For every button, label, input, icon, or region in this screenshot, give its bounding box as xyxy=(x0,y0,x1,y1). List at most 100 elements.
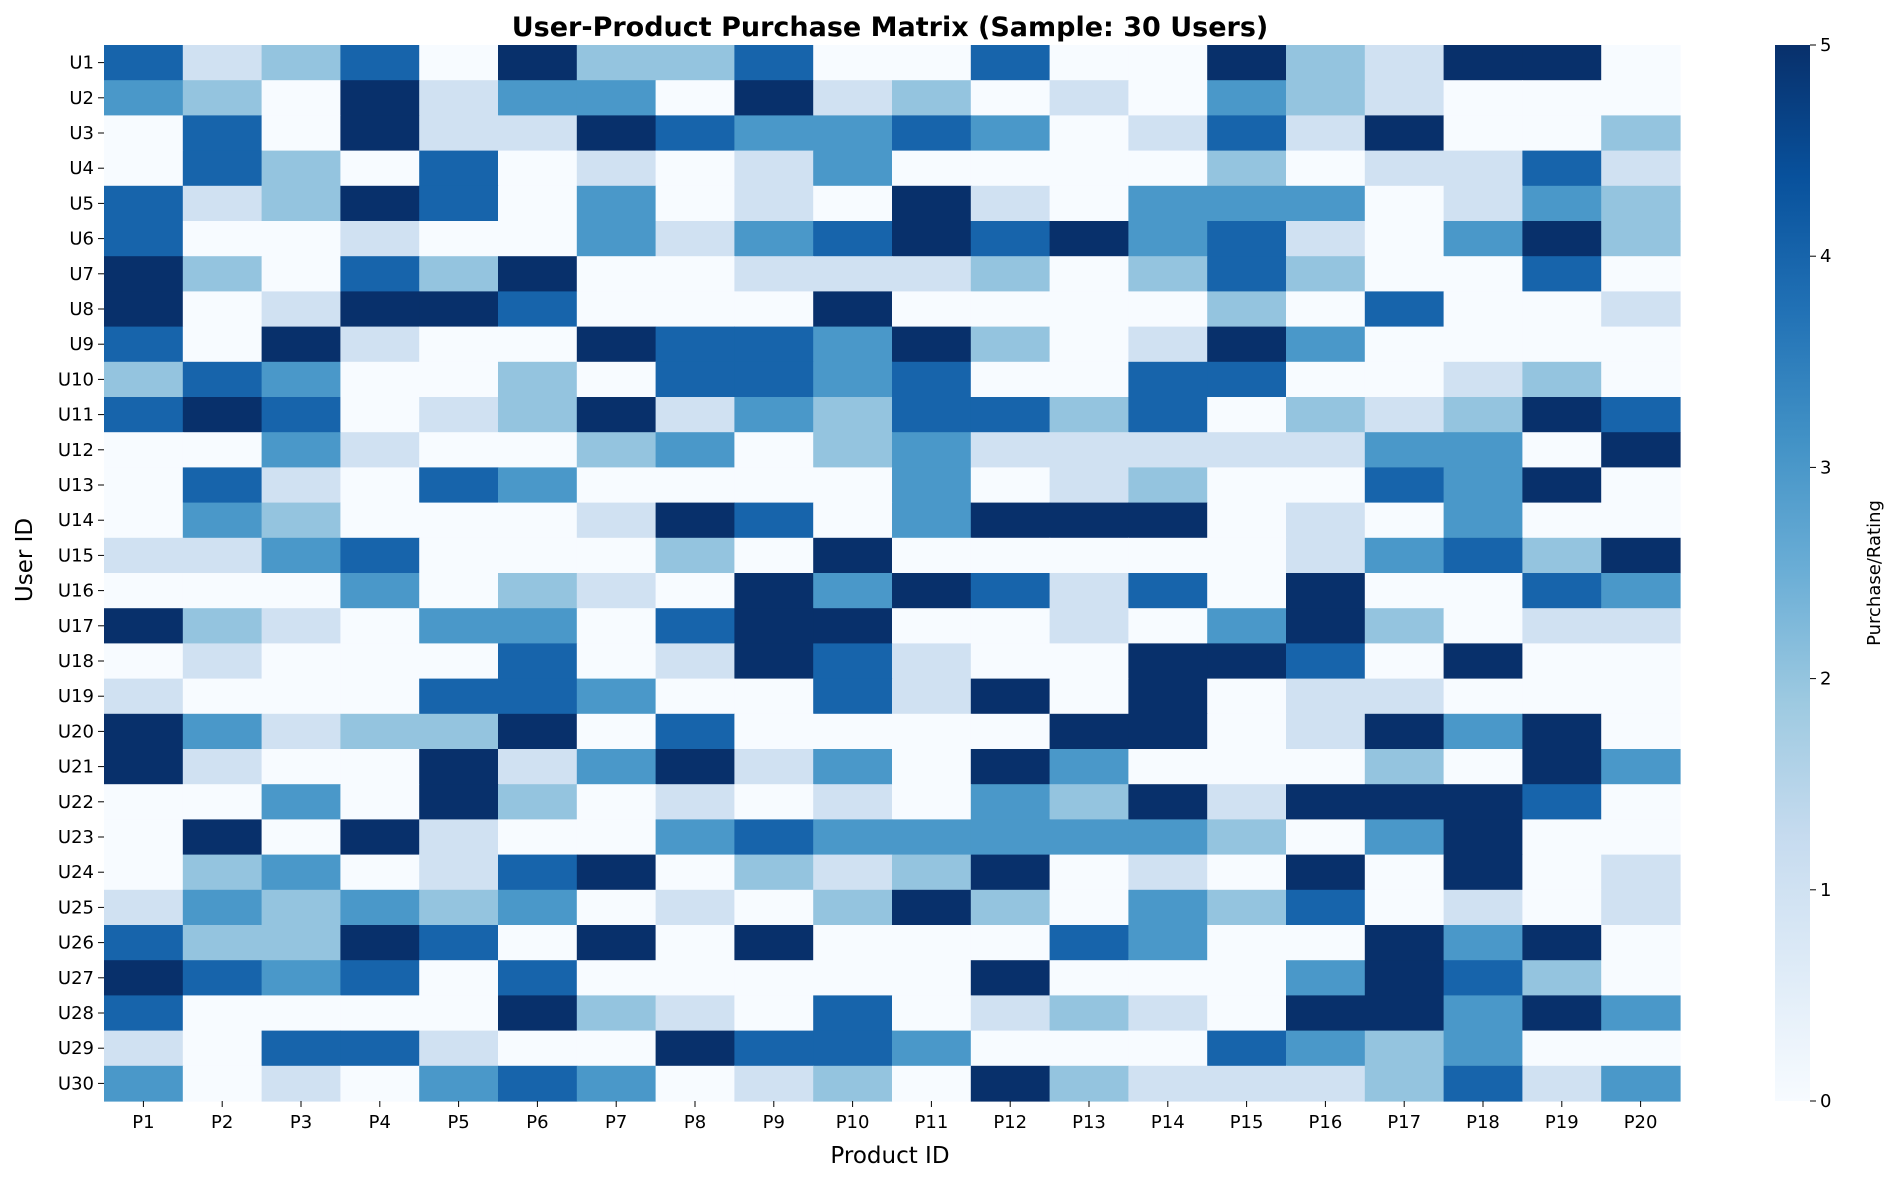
heatmap-cell xyxy=(261,115,341,152)
heatmap-cell xyxy=(576,185,657,222)
heatmap-cell xyxy=(261,784,341,820)
heatmap-cell xyxy=(498,467,578,504)
heatmap-cell xyxy=(1286,749,1366,785)
heatmap-cell xyxy=(576,925,657,961)
heatmap-cell xyxy=(1443,573,1523,609)
heatmap-cell xyxy=(261,854,341,891)
heatmap-cell xyxy=(1364,784,1445,820)
heatmap-cell xyxy=(576,854,657,891)
heatmap-cell xyxy=(970,854,1051,891)
heatmap-cell xyxy=(734,889,814,926)
heatmap-cell xyxy=(340,678,420,715)
heatmap-cell xyxy=(419,221,499,257)
heatmap-cell xyxy=(1601,678,1681,715)
heatmap-cell xyxy=(1207,80,1287,116)
heatmap-cell xyxy=(182,45,263,81)
heatmap-cell xyxy=(1286,713,1366,750)
heatmap-cell xyxy=(970,221,1051,257)
x-tick-label: P2 xyxy=(211,1112,233,1133)
heatmap-cell xyxy=(1364,608,1445,644)
heatmap-cell xyxy=(340,80,420,116)
heatmap-cell xyxy=(734,995,814,1032)
heatmap-cell xyxy=(182,537,263,574)
y-tick-label: U14 xyxy=(58,510,94,531)
heatmap-cell xyxy=(970,608,1051,644)
heatmap-cell xyxy=(576,361,657,398)
heatmap-cell xyxy=(498,502,578,539)
heatmap-cell xyxy=(1601,925,1681,961)
heatmap-cell xyxy=(734,150,814,187)
y-tick-label: U8 xyxy=(69,299,94,320)
heatmap-cell xyxy=(261,1030,341,1067)
heatmap-cell xyxy=(1522,960,1602,996)
heatmap-cell xyxy=(970,326,1051,363)
y-tick-label: U3 xyxy=(69,123,94,144)
heatmap-cell xyxy=(104,291,184,328)
heatmap-cell xyxy=(1522,150,1602,187)
heatmap-cell xyxy=(892,608,972,644)
heatmap-cell xyxy=(892,150,972,187)
heatmap-cell xyxy=(655,573,735,609)
heatmap-cell xyxy=(261,80,341,116)
heatmap-cell xyxy=(1443,502,1523,539)
y-tick-label: U22 xyxy=(58,792,94,813)
heatmap-cell xyxy=(970,995,1051,1032)
heatmap-cell xyxy=(1522,819,1602,856)
heatmap-cell xyxy=(340,713,420,750)
heatmap-cell xyxy=(1443,45,1523,81)
x-tick-label: P20 xyxy=(1624,1112,1658,1133)
heatmap-cell xyxy=(1128,713,1208,750)
heatmap-cell xyxy=(970,819,1051,856)
heatmap-cell xyxy=(182,221,263,257)
heatmap-cell xyxy=(576,115,657,152)
heatmap-cell xyxy=(1049,995,1129,1032)
heatmap-cell xyxy=(1364,221,1445,257)
heatmap-cell xyxy=(182,608,263,644)
heatmap-cell xyxy=(1601,361,1681,398)
heatmap-cell xyxy=(498,326,578,363)
heatmap-cell xyxy=(970,150,1051,187)
heatmap-cell xyxy=(1443,784,1523,820)
heatmap-cell xyxy=(1601,995,1681,1032)
heatmap-cell xyxy=(1522,326,1602,363)
heatmap-cell xyxy=(655,291,735,328)
heatmap-cell xyxy=(970,45,1051,81)
heatmap-cell xyxy=(498,854,578,891)
heatmap-cell xyxy=(1443,397,1523,433)
heatmap-cell xyxy=(813,960,893,996)
heatmap-cell xyxy=(1049,467,1129,504)
heatmap-cell xyxy=(104,256,184,292)
heatmap-cell xyxy=(970,960,1051,996)
heatmap-cell xyxy=(655,115,735,152)
heatmap-cell xyxy=(182,1030,263,1067)
heatmap-cell xyxy=(734,749,814,785)
heatmap-cell xyxy=(1207,45,1287,81)
heatmap-cell xyxy=(1128,749,1208,785)
heatmap-cell xyxy=(1207,1030,1287,1067)
heatmap-cell xyxy=(261,432,341,468)
heatmap-cell xyxy=(104,713,184,750)
heatmap-cell xyxy=(182,80,263,116)
heatmap-cell xyxy=(892,397,972,433)
heatmap-cell xyxy=(1443,150,1523,187)
heatmap-cell xyxy=(1049,397,1129,433)
heatmap-cell xyxy=(1207,537,1287,574)
heatmap-cell xyxy=(1049,925,1129,961)
heatmap-cell xyxy=(182,854,263,891)
heatmap-cell xyxy=(1049,256,1129,292)
heatmap-cell xyxy=(1601,502,1681,539)
heatmap-cell xyxy=(419,643,499,680)
heatmap-cell xyxy=(1286,1030,1366,1067)
heatmap-cell xyxy=(1364,361,1445,398)
x-tick-label: P7 xyxy=(605,1112,627,1133)
heatmap-cell xyxy=(734,432,814,468)
heatmap-cell xyxy=(1522,502,1602,539)
heatmap-cell xyxy=(892,432,972,468)
heatmap-cell xyxy=(892,45,972,81)
heatmap-cell xyxy=(1049,185,1129,222)
heatmap-cell xyxy=(813,221,893,257)
heatmap-cell xyxy=(1049,432,1129,468)
heatmap-cell xyxy=(1364,432,1445,468)
heatmap-cell xyxy=(498,1065,578,1102)
heatmap-cell xyxy=(1601,115,1681,152)
